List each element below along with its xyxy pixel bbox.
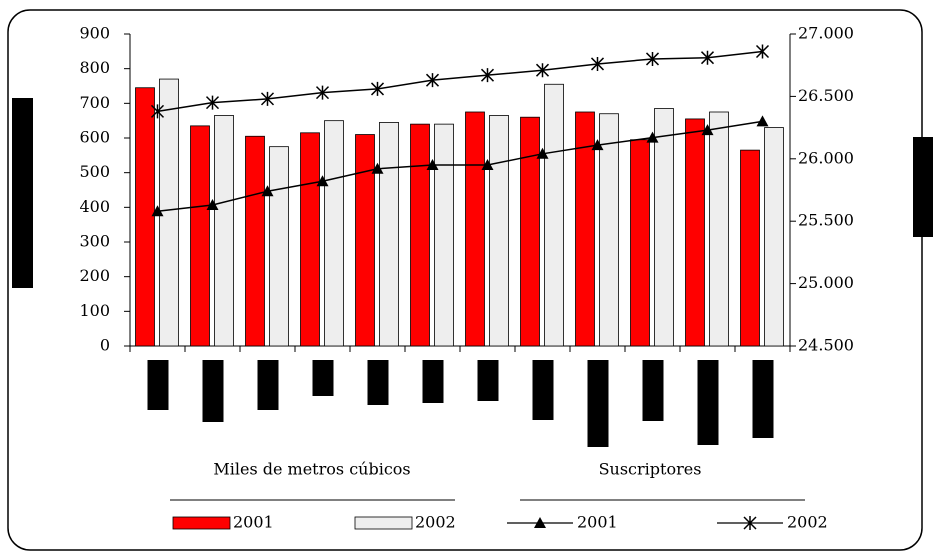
bar bbox=[575, 111, 595, 347]
y-tick-label: 500 bbox=[79, 162, 110, 181]
redaction bbox=[477, 360, 499, 401]
y-tick-label: 900 bbox=[79, 24, 110, 43]
point bbox=[645, 51, 660, 66]
y2-tick-label: 27.000 bbox=[798, 24, 854, 43]
legend-label: 2001 bbox=[233, 513, 274, 532]
point bbox=[701, 124, 714, 136]
point bbox=[700, 50, 715, 65]
redaction bbox=[367, 360, 389, 405]
redaction bbox=[587, 360, 609, 447]
legend-label: 2002 bbox=[787, 513, 828, 532]
point bbox=[370, 81, 385, 96]
bar bbox=[465, 111, 485, 347]
bar bbox=[544, 83, 564, 347]
y2-tick-label: 24.500 bbox=[798, 336, 854, 355]
line bbox=[157, 120, 763, 212]
legend-label: 2001 bbox=[577, 513, 618, 532]
bar bbox=[214, 115, 234, 347]
bar bbox=[740, 149, 760, 347]
legend-title: Suscriptores bbox=[599, 460, 702, 479]
point bbox=[426, 159, 439, 171]
y-tick-label: 700 bbox=[79, 93, 110, 112]
point bbox=[205, 95, 220, 110]
point bbox=[371, 162, 384, 174]
bar bbox=[300, 132, 320, 347]
point bbox=[756, 115, 769, 127]
point bbox=[480, 68, 495, 83]
y2-tick-label: 26.000 bbox=[798, 148, 854, 167]
point bbox=[536, 147, 549, 159]
redaction bbox=[12, 98, 33, 288]
y-tick-label: 100 bbox=[79, 301, 110, 320]
bar bbox=[654, 108, 674, 347]
y-tick-label: 400 bbox=[79, 197, 110, 216]
point bbox=[315, 85, 330, 100]
point bbox=[591, 139, 604, 151]
point bbox=[646, 131, 659, 143]
bar bbox=[324, 120, 344, 347]
redaction bbox=[422, 360, 444, 403]
point bbox=[535, 63, 550, 78]
legend-marker bbox=[743, 516, 757, 530]
bar bbox=[410, 123, 430, 347]
y2-tick-label: 26.500 bbox=[798, 86, 854, 105]
y-tick-label: 600 bbox=[79, 128, 110, 147]
point bbox=[206, 198, 219, 210]
bar bbox=[709, 111, 729, 347]
line bbox=[157, 50, 763, 113]
redaction bbox=[312, 360, 334, 396]
legend-swatch bbox=[172, 516, 231, 530]
redaction bbox=[752, 360, 774, 438]
redaction bbox=[697, 360, 719, 445]
legend-swatch bbox=[354, 516, 413, 530]
y-tick-label: 0 bbox=[100, 336, 110, 355]
bar bbox=[599, 113, 619, 347]
legend-title: Miles de metros cúbicos bbox=[213, 460, 410, 479]
redaction bbox=[147, 360, 169, 410]
y-tick-label: 800 bbox=[79, 58, 110, 77]
redaction bbox=[532, 360, 554, 420]
redaction bbox=[202, 360, 224, 422]
bar bbox=[379, 122, 399, 347]
point bbox=[425, 73, 440, 88]
y-tick-label: 200 bbox=[79, 266, 110, 285]
bar bbox=[520, 116, 540, 347]
y2-tick-label: 25.000 bbox=[798, 273, 854, 292]
legend-marker bbox=[534, 517, 546, 528]
point bbox=[316, 175, 329, 187]
bar bbox=[685, 118, 705, 347]
bar bbox=[489, 115, 509, 347]
redaction bbox=[913, 137, 933, 237]
bar bbox=[245, 135, 265, 347]
bar bbox=[135, 87, 155, 347]
point bbox=[590, 56, 605, 71]
point bbox=[481, 159, 494, 171]
point bbox=[755, 44, 770, 59]
point bbox=[260, 91, 275, 106]
redaction bbox=[257, 360, 279, 410]
y-tick-label: 300 bbox=[79, 232, 110, 251]
y2-tick-label: 25.500 bbox=[798, 211, 854, 230]
bar bbox=[159, 78, 179, 347]
bar bbox=[269, 146, 289, 347]
point bbox=[151, 205, 164, 217]
bar bbox=[190, 125, 210, 347]
legend-label: 2002 bbox=[415, 513, 456, 532]
bar bbox=[764, 127, 784, 347]
point bbox=[261, 185, 274, 197]
bar bbox=[355, 134, 375, 347]
bar bbox=[630, 139, 650, 347]
redaction bbox=[642, 360, 664, 421]
point bbox=[150, 104, 165, 119]
bar bbox=[434, 123, 454, 347]
